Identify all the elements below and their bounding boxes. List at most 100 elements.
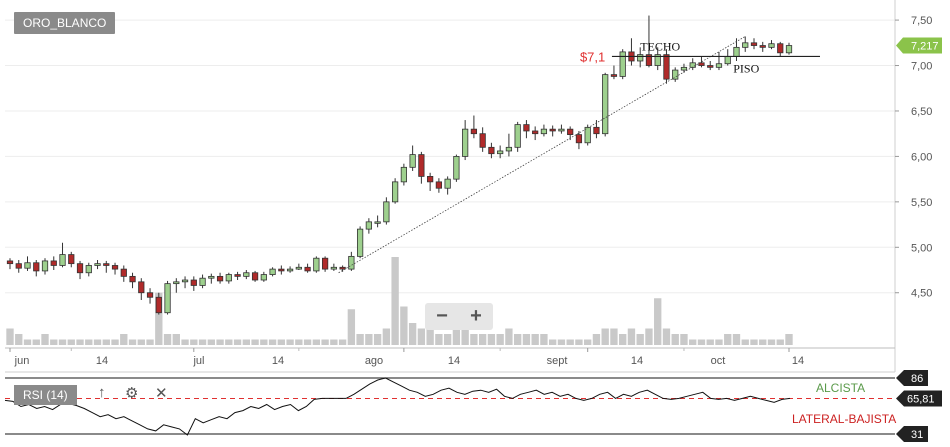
last-price-value: 7,217: [911, 41, 939, 53]
candle-down: [593, 126, 600, 135]
rsi-lower-tag: [896, 426, 928, 442]
rsi-current-value: 65,81: [907, 394, 935, 406]
candle-down: [68, 254, 75, 265]
x-tick-label: 14: [792, 355, 804, 367]
candle-up: [374, 221, 381, 224]
x-tick-label: 14: [631, 355, 643, 367]
volume-bar: [111, 339, 119, 345]
volume-bar: [347, 309, 356, 345]
overlays: $7,1 TECHO PISO 7,217: [338, 36, 942, 274]
volume-bar: [41, 334, 49, 345]
volume-bar: [741, 339, 749, 345]
volume-bar: [654, 298, 662, 345]
indicator-label: RSI (14): [14, 385, 77, 405]
x-tick-label: jun: [14, 355, 30, 367]
volume-bar: [566, 339, 574, 345]
volume-bar: [645, 328, 653, 345]
candle-down: [76, 263, 84, 274]
volume-bar: [233, 339, 242, 345]
volume-bar: [452, 328, 461, 345]
candle-down: [549, 128, 556, 132]
candle-down: [33, 262, 40, 272]
candle-up: [558, 128, 565, 132]
volume-bar: [505, 328, 513, 345]
volume-bar: [321, 339, 329, 345]
candle-down: [339, 266, 346, 270]
gear-icon[interactable]: ⚙: [125, 385, 139, 402]
candle-up: [672, 69, 679, 80]
candle-up: [444, 178, 451, 189]
candle-up: [260, 274, 267, 281]
volume-bar: [286, 339, 294, 345]
candle-down: [777, 43, 784, 54]
candle-up: [453, 156, 460, 180]
candle-down: [479, 133, 486, 148]
volume-bar: [50, 339, 58, 345]
volume-bar: [592, 334, 601, 345]
volume-bar: [225, 339, 233, 345]
move-up-icon[interactable]: ↑: [98, 384, 106, 401]
volume-bar: [137, 339, 145, 345]
volume-bar: [478, 334, 487, 345]
candle-up: [584, 126, 591, 144]
y-tick-label: 5,50: [911, 197, 932, 209]
volume-bar: [619, 334, 627, 345]
candle-down: [523, 124, 530, 132]
volume-bar: [216, 339, 224, 345]
volume-bar: [338, 339, 347, 345]
volume-bar: [522, 334, 531, 345]
candle-up: [365, 221, 372, 230]
alcista-label: ALCISTA: [816, 381, 866, 395]
volume-bar: [207, 339, 215, 345]
volume-bar: [382, 328, 391, 345]
candle-down: [759, 45, 766, 48]
volume-bar: [58, 339, 67, 345]
zoom-out-button[interactable]: −: [436, 305, 448, 327]
volume-bar: [461, 328, 469, 345]
candle-up: [497, 150, 504, 155]
volume-bar: [601, 328, 609, 345]
x-tick-label: sept: [547, 355, 568, 367]
candle-up: [94, 263, 101, 266]
volume-bar: [242, 339, 251, 345]
candle-up: [505, 146, 513, 152]
volume-bar: [689, 339, 697, 345]
candle-down: [532, 130, 539, 135]
candle-up: [164, 283, 171, 314]
candle-up: [59, 254, 66, 266]
candle-up: [225, 274, 232, 282]
volume-bar: [400, 306, 408, 345]
volume-bar: [312, 339, 321, 345]
candle-down: [50, 260, 57, 266]
candle-up: [208, 275, 215, 279]
candle-up: [392, 181, 399, 203]
volume-bar: [636, 334, 644, 345]
volume-bar: [548, 339, 557, 345]
techo-annotation: TECHO: [640, 39, 680, 53]
volume-bar: [391, 257, 399, 345]
volume-bar: [163, 334, 172, 345]
candle-down: [470, 128, 478, 135]
candle-up: [400, 166, 407, 183]
candle-up: [689, 62, 696, 68]
volume-bar: [93, 339, 102, 345]
volume-bar: [540, 334, 548, 345]
volume-bar: [759, 339, 767, 345]
zoom-in-button[interactable]: +: [470, 305, 482, 327]
volume-bar: [671, 334, 679, 345]
close-icon[interactable]: ✕: [155, 385, 168, 402]
volume-bar: [487, 334, 496, 345]
candle-down: [15, 263, 22, 269]
candle-up: [383, 201, 390, 223]
volume-bar: [724, 334, 732, 345]
candle-up: [680, 66, 688, 71]
candle-up: [602, 74, 609, 135]
candle-down: [216, 275, 224, 282]
candle-up: [715, 63, 723, 68]
candle-up: [295, 266, 302, 270]
candle-up: [313, 257, 320, 272]
volume-bar: [470, 334, 478, 345]
candle-down: [190, 279, 197, 286]
volume-bar: [767, 339, 776, 345]
